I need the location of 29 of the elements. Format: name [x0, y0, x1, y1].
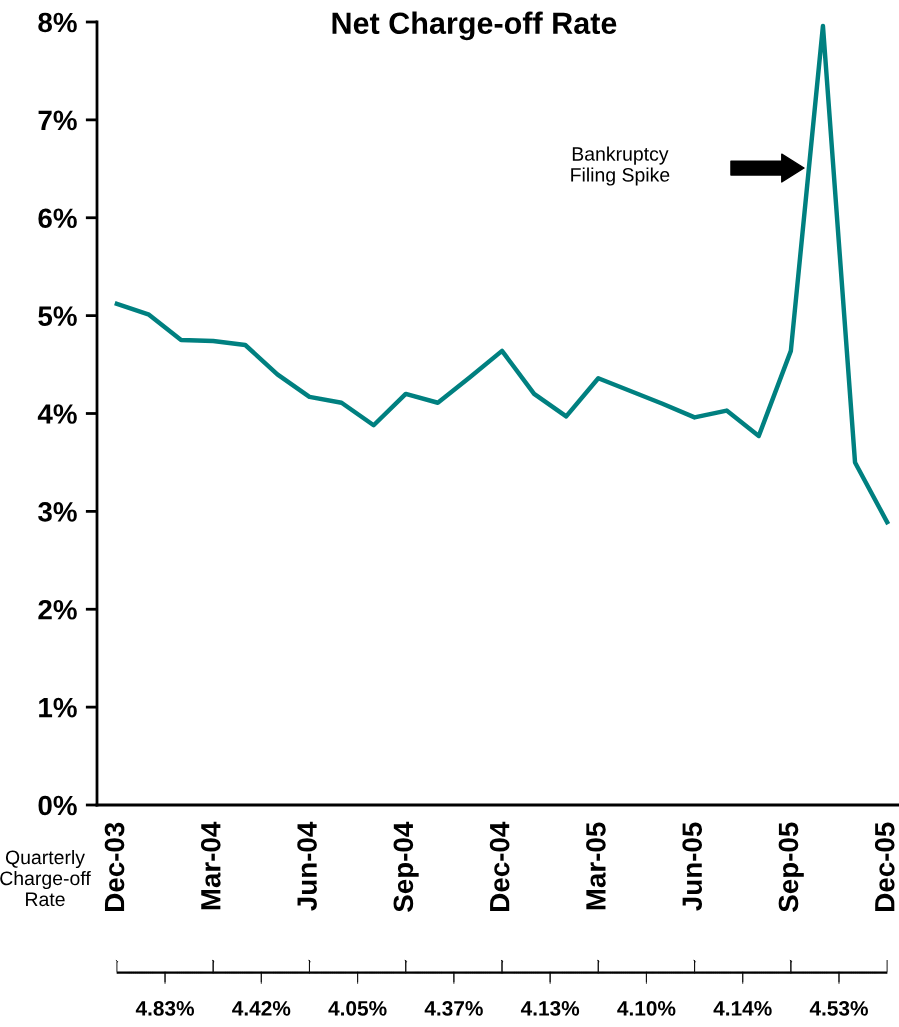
x-tick-label: Jun-04 — [297, 821, 317, 911]
x-tick-label: Dec-05 — [874, 822, 895, 911]
y-tick-label: 5% — [38, 306, 77, 326]
annotation: Bankruptcy Filing Spike — [571, 146, 670, 186]
y-tick-label: 3% — [38, 502, 77, 522]
y-tick-label: 0% — [38, 795, 77, 816]
y-tick-label: 4% — [37, 404, 77, 424]
text: 4.53% — [809, 1000, 868, 1016]
y-tick-label: 1% — [39, 697, 77, 718]
x-tick-label: Dec-04 — [489, 821, 510, 911]
text: 4.14% — [713, 1001, 772, 1016]
text: Quarterly Charge-off Rate — [0, 849, 91, 907]
y-tick-label: 2% — [38, 599, 77, 620]
y-tick-label: 8% — [38, 12, 77, 33]
text: 4.10% — [617, 1000, 676, 1016]
x-tick-label: Dec-03 — [104, 822, 125, 911]
text: 4.05% — [328, 1000, 387, 1016]
text: 4.37% — [424, 1000, 483, 1016]
x-tick-label: Mar-05 — [586, 822, 606, 910]
x-tick-label: Sep-04 — [393, 821, 419, 912]
text: 4.83% — [135, 1000, 195, 1016]
x-tick-label: Mar-04 — [200, 821, 221, 910]
y-tick-label: 7% — [38, 110, 77, 131]
y-tick-label: 6% — [38, 208, 77, 229]
text: 4.13% — [520, 1000, 580, 1016]
chart-title: Net Charge-off Rate — [332, 11, 617, 41]
x-tick-label: Jun-05 — [682, 822, 703, 911]
x-tick-label: Sep-05 — [778, 822, 804, 912]
text: 4.42% — [232, 1000, 291, 1016]
